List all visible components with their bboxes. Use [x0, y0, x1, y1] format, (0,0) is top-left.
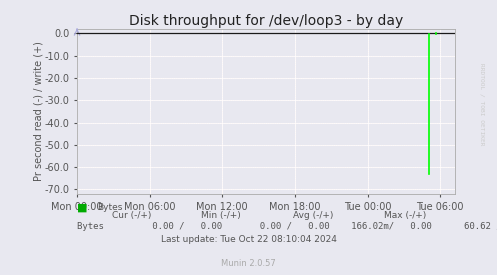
Text: Munin 2.0.57: Munin 2.0.57: [221, 260, 276, 268]
Text: Max (-/+): Max (-/+): [384, 211, 426, 220]
Text: ■: ■: [77, 203, 87, 213]
Text: Avg (-/+): Avg (-/+): [293, 211, 333, 220]
Text: Bytes         0.00 /   0.00       0.00 /   0.00    166.02m/   0.00      60.62 / : Bytes 0.00 / 0.00 0.00 / 0.00 166.02m/ 0…: [77, 222, 497, 231]
Text: RRDTOOL / TOBI OETIKER: RRDTOOL / TOBI OETIKER: [480, 63, 485, 146]
Title: Disk throughput for /dev/loop3 - by day: Disk throughput for /dev/loop3 - by day: [129, 14, 403, 28]
Text: Bytes: Bytes: [97, 203, 122, 212]
Text: Cur (-/+): Cur (-/+): [112, 211, 152, 220]
Text: Last update: Tue Oct 22 08:10:04 2024: Last update: Tue Oct 22 08:10:04 2024: [161, 235, 336, 244]
Text: Min (-/+): Min (-/+): [201, 211, 241, 220]
Y-axis label: Pr second read (-) / write (+): Pr second read (-) / write (+): [33, 42, 43, 181]
